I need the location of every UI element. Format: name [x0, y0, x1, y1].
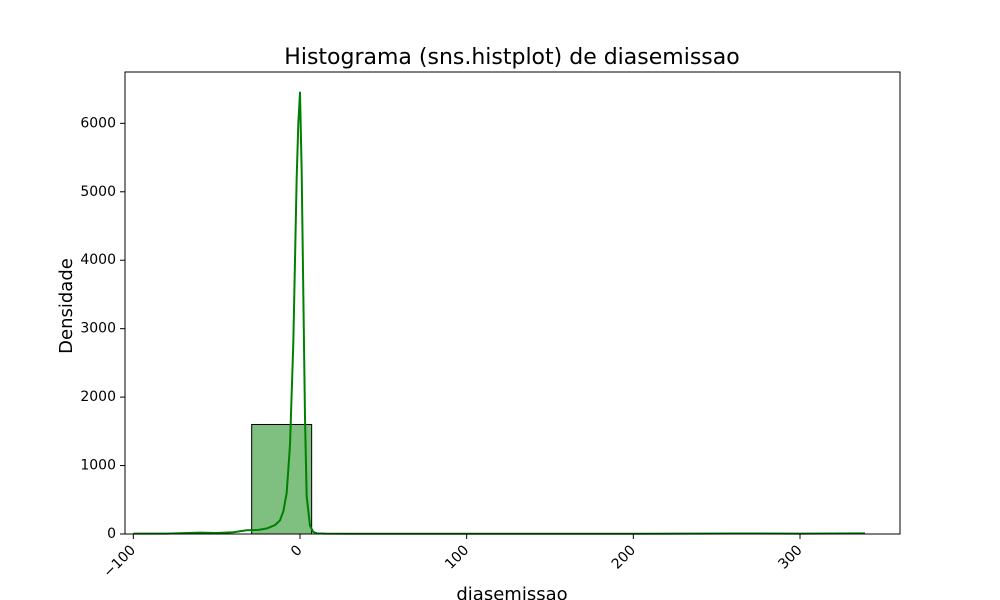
y-tick-label: 1000 [80, 458, 116, 474]
y-tick-label: 6000 [80, 115, 116, 131]
x-axis-label: diasemissao [456, 584, 567, 600]
y-tick-label: 4000 [80, 252, 116, 268]
y-tick-label: 3000 [80, 321, 116, 337]
axes-frame [124, 71, 901, 535]
y-tick-label: 0 [107, 526, 116, 542]
kde-line [133, 91, 866, 535]
x-tick-label: −100 [100, 542, 139, 581]
x-tick-label: 300 [775, 542, 805, 572]
y-tick-label: 2000 [80, 389, 116, 405]
chart-title: Histograma (sns.histplot) de diasemissao [284, 45, 739, 70]
x-axis-ticks: −100 0 100 200 300 [100, 534, 806, 581]
x-tick-label: 200 [609, 542, 639, 572]
y-axis-label: Densidade [56, 258, 77, 354]
x-tick-label: 0 [288, 542, 306, 560]
x-tick-label: 100 [442, 542, 472, 572]
y-tick-label: 5000 [80, 184, 116, 200]
y-axis-ticks: 0 1000 2000 3000 4000 5000 6000 [80, 115, 125, 542]
plot-area [133, 91, 866, 535]
